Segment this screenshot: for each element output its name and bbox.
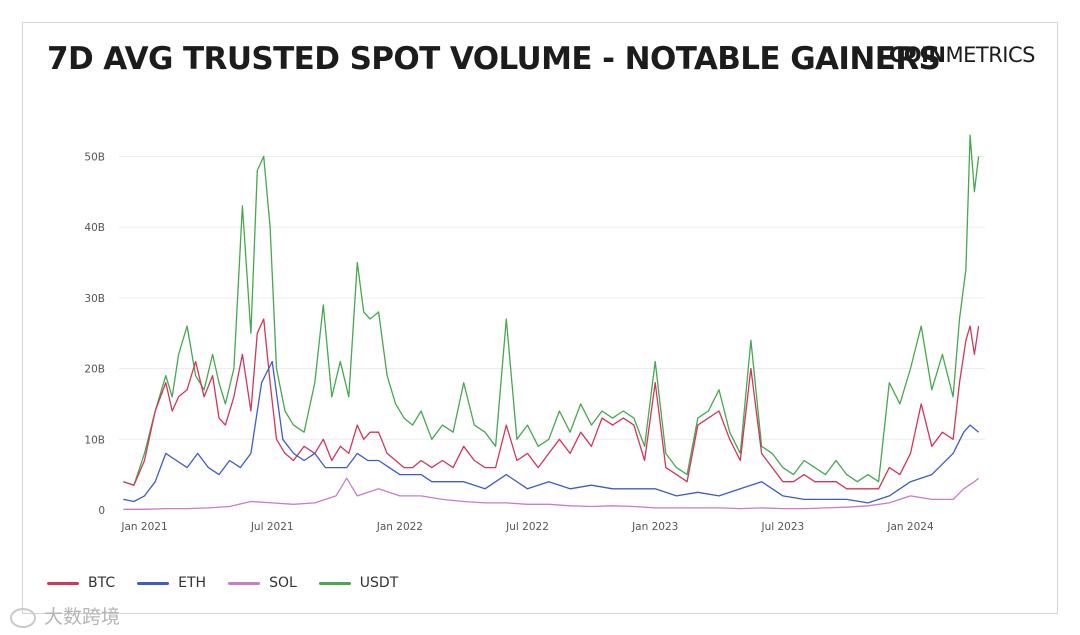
legend-item-btc[interactable]: BTC	[47, 575, 115, 591]
series-lines	[123, 134, 980, 510]
x-tick-label: Jan 2021	[120, 521, 167, 533]
legend-label-eth: ETH	[178, 575, 207, 591]
logo-light-text: METRICS	[945, 43, 1036, 67]
x-tick-label: Jan 2024	[886, 521, 934, 533]
x-tick-label: Jul 2022	[505, 521, 549, 533]
y-tick-label: 40B	[84, 222, 105, 234]
y-tick-label: 10B	[84, 434, 105, 446]
x-axis-ticks: Jan 2021 Jul 2021 Jan 2022 Jul 2022 Jan 2023…	[120, 521, 934, 533]
legend-item-sol[interactable]: SOL	[228, 575, 297, 591]
y-tick-label: 30B	[84, 293, 105, 305]
series-line-usdt	[123, 134, 980, 486]
x-tick-label: Jan 2022	[376, 521, 423, 533]
y-tick-label: 50B	[84, 151, 105, 163]
series-line-sol	[123, 477, 980, 510]
x-tick-label: Jul 2021	[250, 521, 294, 533]
x-tick-label: Jan 2023	[631, 521, 678, 533]
chart-frame: 7D AVG TRUSTED SPOT VOLUME - NOTABLE GAI…	[22, 22, 1058, 614]
y-tick-label: 20B	[84, 364, 105, 376]
legend-item-eth[interactable]: ETH	[137, 575, 206, 591]
legend-label-sol: SOL	[269, 575, 297, 591]
legend-swatch-sol	[228, 581, 261, 585]
logo-bold-text: COIN	[888, 43, 946, 67]
legend: BTC ETH SOL USDT	[47, 575, 398, 591]
watermark-text: 大数跨境	[44, 606, 121, 628]
legend-swatch-usdt	[318, 581, 351, 585]
legend-swatch-btc	[47, 581, 79, 585]
chart-title: 7D AVG TRUSTED SPOT VOLUME - NOTABLE GAI…	[47, 41, 941, 77]
x-tick-label: Jul 2023	[760, 521, 804, 533]
series-line-btc	[123, 318, 980, 490]
watermark: 大数跨境	[10, 602, 120, 629]
coinmetrics-logo: COINMETRICS	[888, 43, 1036, 67]
y-axis-ticks: 0 10B 20B 30B 40B 50B	[84, 151, 105, 517]
legend-item-usdt[interactable]: USDT	[318, 575, 399, 591]
series-line-eth	[123, 360, 980, 504]
watermark-icon	[10, 607, 36, 628]
y-tick-label: 0	[98, 505, 105, 517]
legend-label-usdt: USDT	[359, 575, 399, 591]
legend-label-btc: BTC	[88, 575, 116, 591]
legend-swatch-eth	[137, 581, 170, 585]
